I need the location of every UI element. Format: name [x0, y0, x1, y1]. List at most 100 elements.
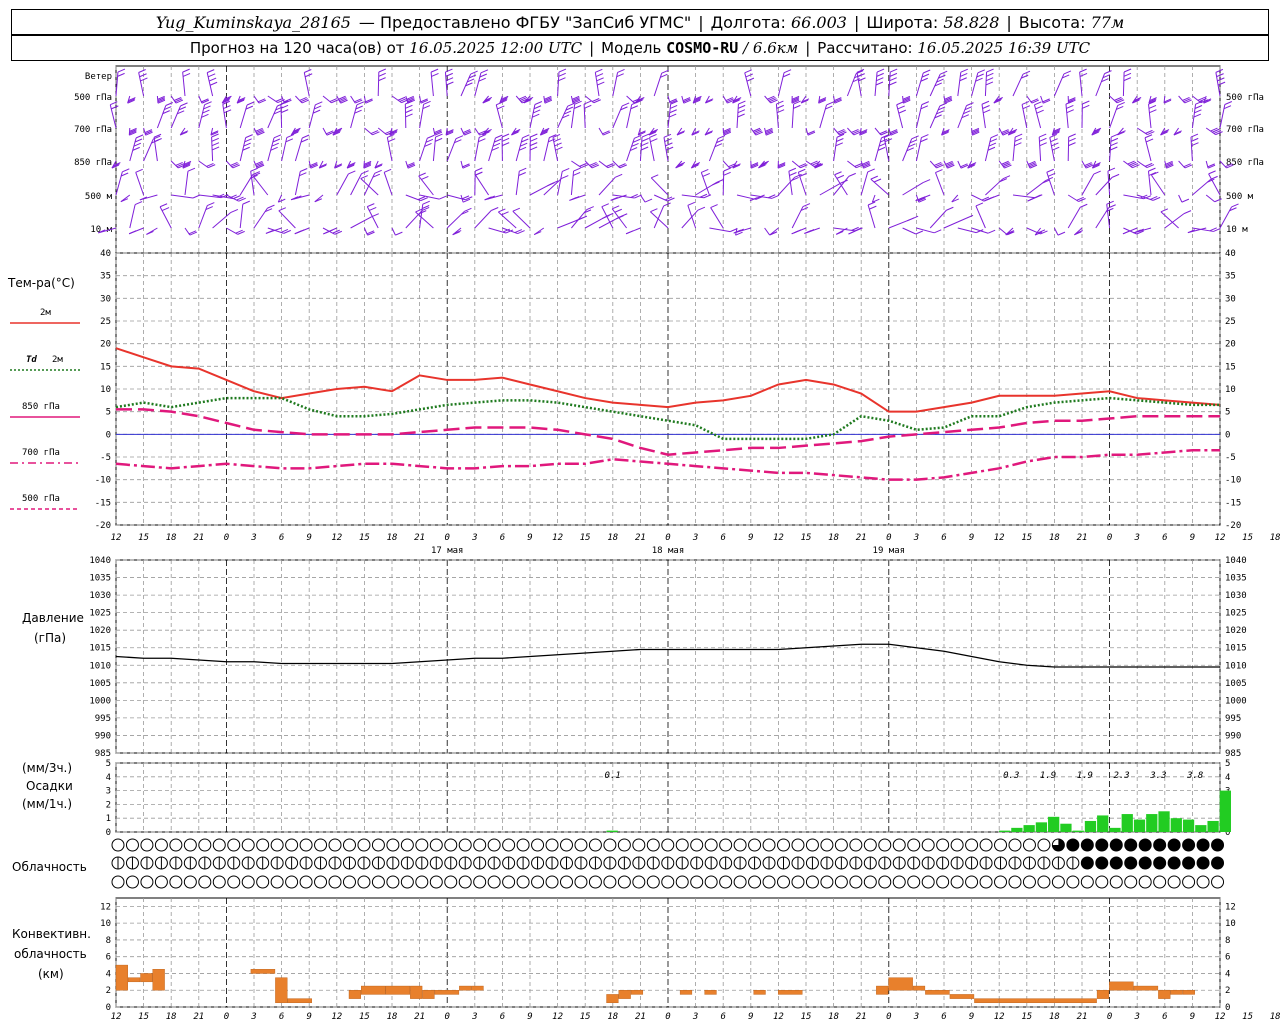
wind-barb: [1148, 95, 1152, 104]
cloudiness-label: Облачность: [12, 860, 87, 874]
cloud-cover-icon: [198, 875, 212, 889]
cloud-cover-icon: [169, 838, 183, 852]
wind-barb-feather: [491, 207, 499, 211]
convective-ytick-right: 0: [1225, 1003, 1230, 1013]
wind-barb-feather: [884, 138, 893, 143]
wind-barb: [460, 194, 464, 203]
wind-barb: [1095, 73, 1105, 97]
cloud-cover-icon: [574, 838, 588, 852]
wind-barb-feather: [1036, 109, 1044, 114]
wind-barb-feather: [906, 217, 915, 222]
legend-label-t850: 850 гПа: [22, 402, 60, 412]
wind-barb-feather: [1104, 70, 1112, 75]
wind-barb-feather: [1002, 162, 1010, 166]
wind-barb-feather: [669, 99, 678, 104]
x-hour-label-top: 12: [111, 533, 122, 543]
wind-barb-feather: [552, 133, 561, 138]
wind-barb: [639, 137, 643, 162]
precip-bar: [1219, 790, 1231, 832]
x-hour-label-top: 15: [138, 533, 149, 543]
wind-barb: [239, 204, 244, 229]
wind-barb-feather: [383, 168, 392, 173]
wind-barb-feather: [1029, 164, 1038, 169]
wind-barb-feather: [1187, 229, 1196, 234]
pressure-ytick-right: 1035: [1225, 574, 1247, 584]
wind-barb-feather: [715, 179, 724, 184]
wind-barb-feather: [880, 138, 888, 143]
wind-barb-feather: [238, 197, 246, 202]
wind-barb-feather: [553, 138, 561, 143]
wind-barb-feather: [434, 129, 442, 134]
x-hour-label-bottom: 3: [250, 1012, 256, 1022]
wind-barb: [637, 127, 641, 136]
convective-cloud-box: [998, 998, 1097, 1004]
cloud-cover-icon: [125, 875, 139, 889]
wind-barb-feather: [363, 163, 372, 168]
cloud-cover-icon: [458, 875, 472, 889]
convective-cloud-box: [888, 977, 913, 991]
wind-barb-feather: [1152, 196, 1161, 201]
wind-barb-feather: [420, 98, 428, 103]
wind-barb: [941, 127, 945, 136]
wind-barb-feather: [723, 167, 731, 172]
x-hour-label-bottom: 12: [994, 1012, 1005, 1022]
wind-barb-feather: [818, 99, 826, 104]
wind-barb-feather: [1057, 231, 1066, 236]
wind-barb-feather: [1007, 231, 1015, 236]
wind-barb-feather: [705, 130, 714, 135]
cloud-cover-icon: [733, 875, 747, 889]
wind-barb: [570, 95, 574, 104]
wind-barb-feather: [777, 163, 786, 168]
wind-barb-feather: [793, 100, 801, 105]
wind-barb-feather: [665, 142, 673, 147]
wind-barb-feather: [1021, 74, 1029, 79]
wind-barb-feather: [699, 193, 708, 198]
wind-barb: [363, 160, 365, 169]
precip-ytick-left: 3: [106, 787, 111, 797]
temperature-ytick-right: 5: [1225, 408, 1230, 418]
precip-ytick-left: 2: [106, 800, 111, 810]
x-hour-label-bottom: 12: [1215, 1012, 1226, 1022]
wind-barb-feather: [522, 134, 530, 139]
wind-barb-feather: [1093, 162, 1101, 167]
temperature-ytick-right: -10: [1225, 476, 1241, 486]
wind-barb-feather: [798, 163, 807, 168]
cloud-cover-full: [1095, 839, 1108, 851]
pressure-ytick-left: 990: [95, 731, 111, 741]
cloud-cover-icon: [169, 875, 183, 889]
wind-barb-feather: [746, 77, 755, 82]
wind-barb-feather: [631, 143, 639, 147]
wind-barb-feather: [252, 172, 261, 177]
wind-barb-feather: [146, 230, 154, 235]
wind-barb: [692, 95, 697, 104]
wind-barb-feather: [512, 207, 521, 212]
wind-barb-feather: [863, 164, 871, 169]
cloud-cover-full: [1124, 839, 1137, 851]
wind-barb: [777, 72, 785, 97]
wind-barb: [814, 160, 821, 169]
convective-label-2: облачность: [14, 947, 87, 961]
wind-barb-feather: [397, 96, 406, 101]
wind-barb-feather: [769, 98, 777, 103]
wind-barb-feather: [367, 231, 375, 236]
wind-barb-feather: [765, 131, 774, 136]
wind-barb-feather: [1165, 162, 1174, 167]
wind-barb-feather: [641, 133, 650, 138]
x-hour-label-bottom: 12: [552, 1012, 563, 1022]
cloud-cover-full: [1110, 839, 1123, 851]
wind-barb-feather: [1014, 137, 1022, 142]
convective-cloud-box: [250, 969, 276, 974]
wind-barb-feather: [188, 230, 197, 235]
wind-barb: [902, 227, 917, 235]
wind-barb-feather: [555, 146, 563, 151]
wind-barb-feather: [856, 68, 865, 73]
wind-barb-feather: [406, 95, 414, 100]
wind-barb-feather: [120, 172, 129, 177]
wind-barb-feather: [725, 97, 734, 101]
wind-barb: [1122, 71, 1125, 97]
precip-bar: [1060, 823, 1072, 832]
cloud-cover-full: [1197, 839, 1210, 851]
wind-barb: [350, 104, 358, 129]
wind-barb-feather: [573, 167, 581, 172]
wind-barb-feather: [544, 97, 552, 102]
